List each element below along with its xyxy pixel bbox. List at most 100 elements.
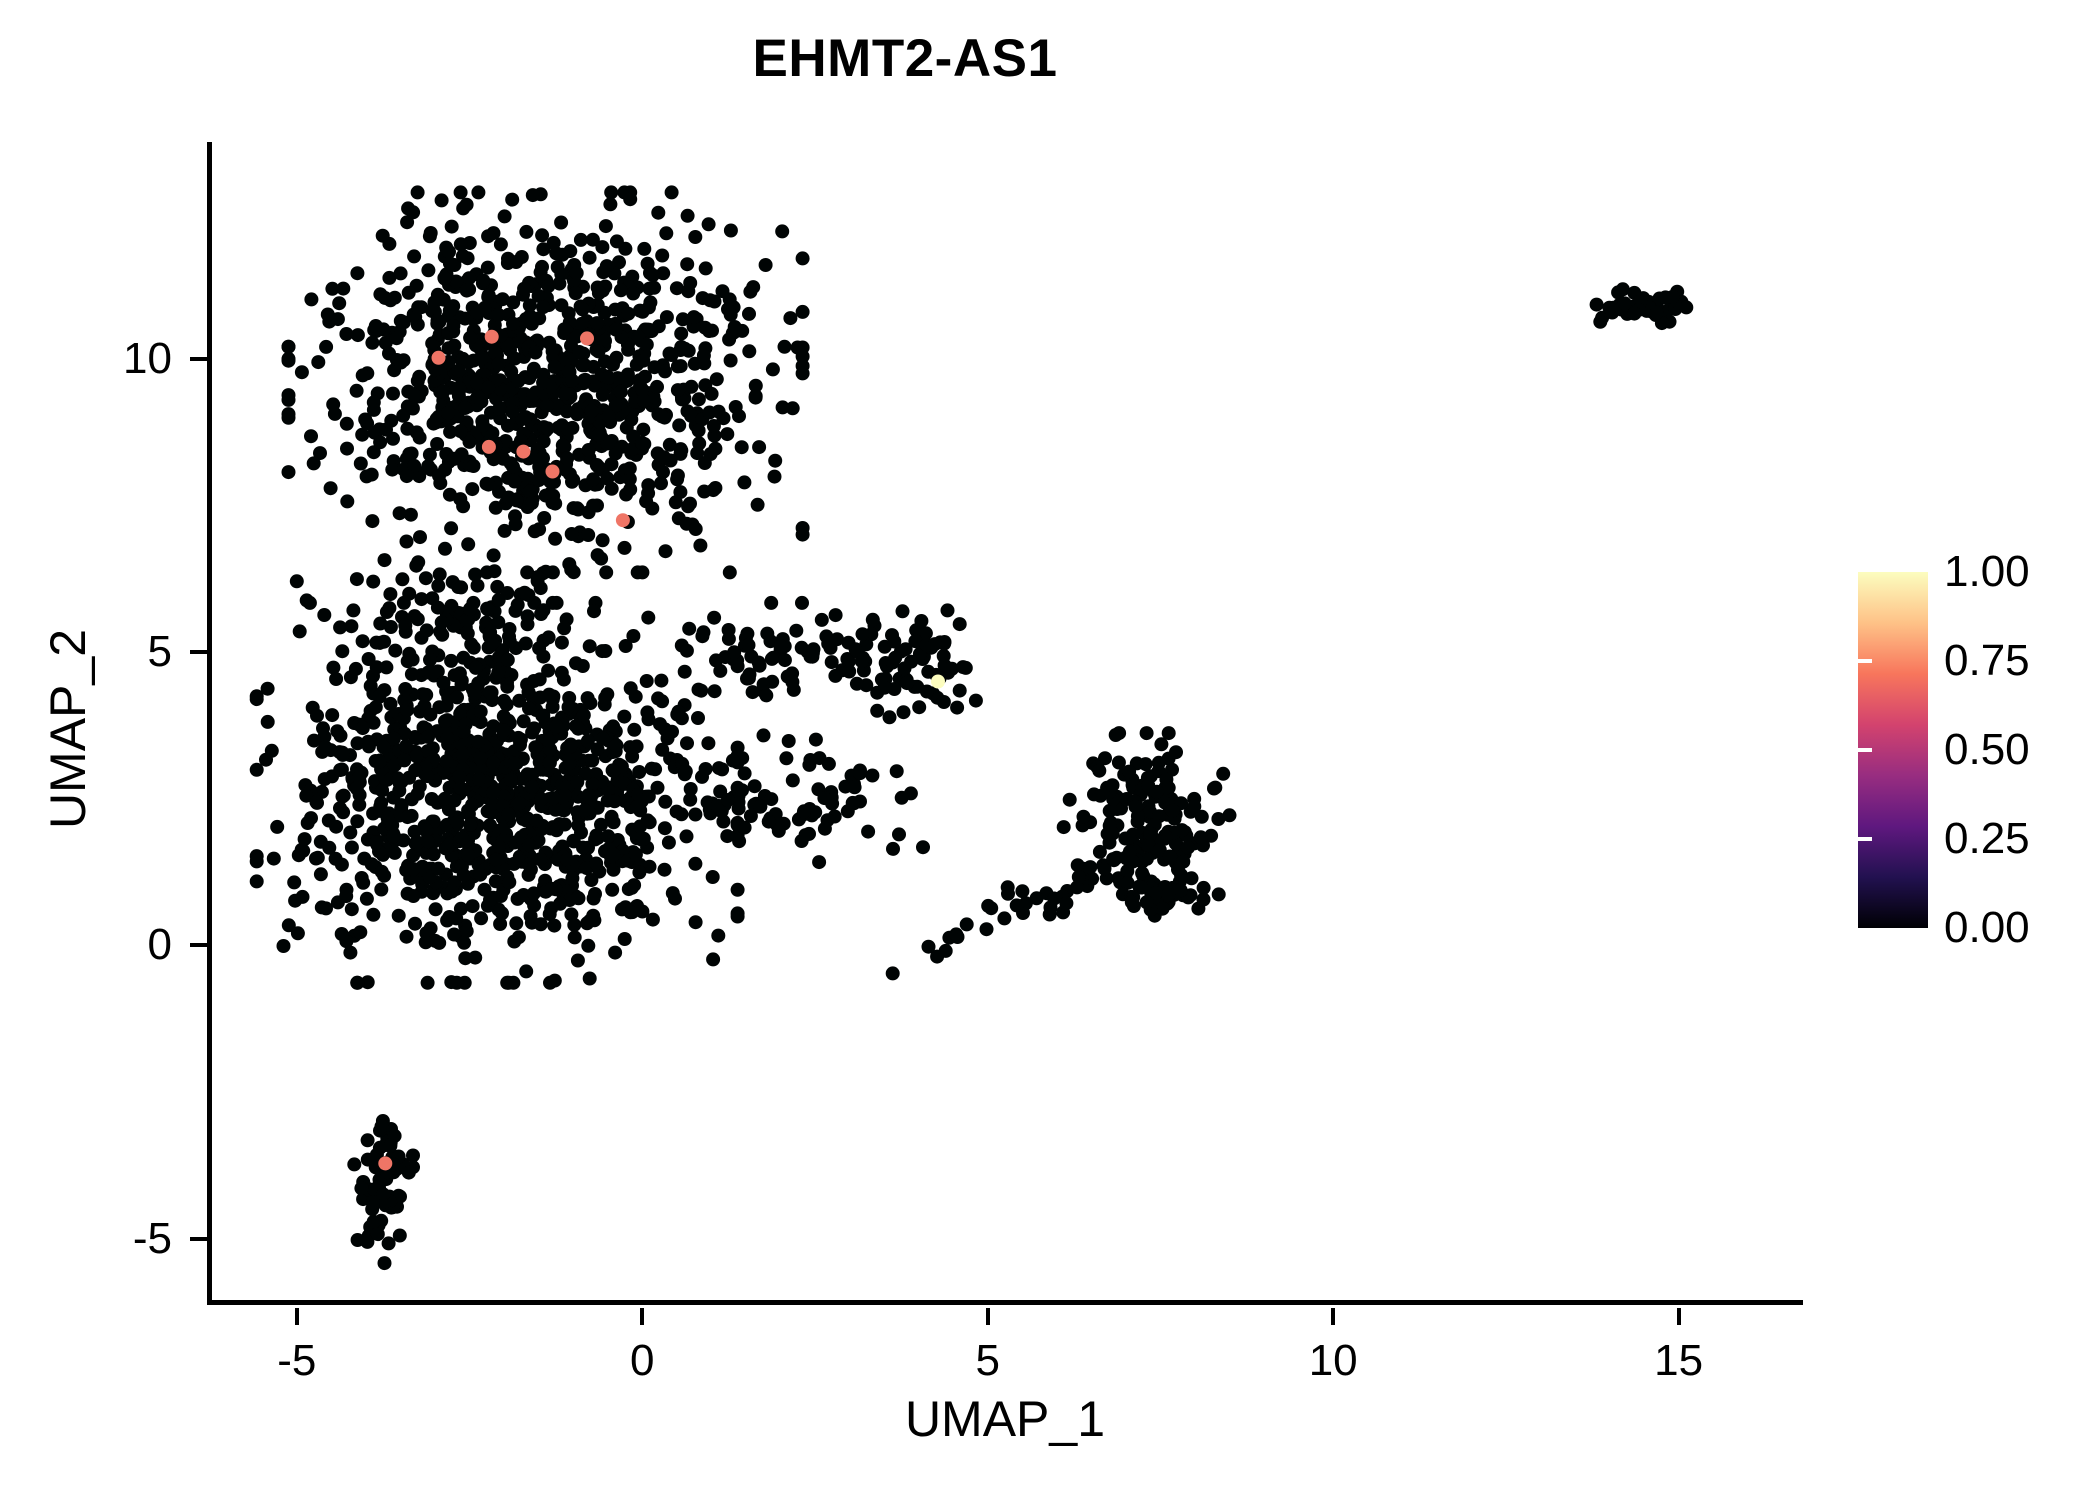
data-point: [601, 409, 616, 424]
data-point: [541, 630, 556, 645]
data-point: [670, 383, 685, 398]
data-point: [609, 738, 624, 753]
data-point: [595, 240, 610, 255]
data-point: [471, 734, 485, 749]
data-point: [575, 659, 590, 673]
data-point: [742, 306, 756, 321]
data-point: [410, 185, 425, 200]
data-point: [406, 889, 421, 903]
data-point: [327, 406, 342, 421]
data-point: [608, 446, 623, 461]
data-point: [1193, 830, 1208, 845]
data-point: [886, 841, 900, 856]
data-point: [481, 380, 496, 395]
data-point: [438, 714, 452, 729]
data-point: [490, 579, 505, 594]
data-point: [669, 804, 684, 819]
data-point: [598, 219, 613, 234]
data-point: [540, 421, 555, 436]
data-point: [723, 223, 738, 238]
data-point: [940, 603, 955, 618]
data-point: [437, 270, 452, 285]
data-point: [1071, 869, 1086, 884]
data-point: [663, 453, 678, 468]
data-point: [522, 484, 537, 499]
data-point: [1617, 296, 1632, 311]
data-point: [566, 565, 581, 580]
data-point: [673, 485, 688, 500]
data-point: [745, 685, 760, 700]
x-axis-line: [207, 1300, 1803, 1305]
data-point: [270, 819, 285, 834]
data-point: [399, 929, 414, 944]
data-point: [701, 736, 716, 751]
data-point: [612, 255, 626, 270]
data-point: [650, 379, 664, 394]
data-point: [525, 725, 540, 740]
data-point: [639, 494, 654, 509]
y-tick-label: -5: [132, 1213, 172, 1263]
data-point: [623, 740, 638, 755]
data-point: [368, 319, 383, 333]
data-point: [1152, 843, 1167, 857]
data-point: [360, 1133, 375, 1148]
data-point: [409, 749, 424, 764]
data-point: [505, 404, 520, 419]
data-point: [449, 274, 464, 289]
legend-tick-mark: [1858, 659, 1872, 663]
data-point: [661, 835, 676, 850]
data-point: [892, 827, 906, 842]
data-point: [561, 422, 576, 436]
data-point: [497, 209, 512, 224]
data-point: [767, 469, 782, 484]
data-point: [589, 856, 604, 871]
data-point: [570, 407, 585, 422]
data-point: [541, 733, 556, 748]
data-point: [281, 918, 296, 933]
data-point: [380, 810, 395, 825]
data-point: [1611, 285, 1626, 300]
data-point: [1148, 886, 1163, 900]
data-point: [340, 441, 354, 456]
data-point: [636, 393, 651, 408]
data-point: [385, 462, 400, 477]
data-point: [958, 660, 973, 675]
data-point: [442, 256, 457, 271]
data-point: [318, 740, 333, 755]
data-point: [509, 916, 524, 931]
data-point: [865, 768, 880, 783]
data-point: [344, 619, 359, 634]
data-point: [441, 406, 455, 421]
data-point: [627, 722, 642, 737]
data-point: [681, 284, 696, 299]
data-point: [716, 411, 731, 426]
data-point: [408, 916, 422, 931]
data-point: [281, 392, 296, 407]
data-point: [404, 667, 419, 682]
data-point: [607, 794, 622, 809]
data-point: [665, 886, 680, 901]
data-point: [605, 882, 620, 897]
data-point: [760, 626, 775, 641]
data-point: [795, 527, 810, 542]
data-point: [475, 351, 490, 365]
data-point: [1181, 840, 1195, 855]
data-point: [608, 945, 623, 960]
data-point: [730, 906, 745, 921]
data-point: [606, 719, 621, 734]
data-point: [591, 459, 606, 474]
x-tick-label: 5: [975, 1336, 1000, 1385]
data-point: [386, 731, 401, 746]
data-point: [297, 832, 312, 847]
data-point: [777, 653, 792, 668]
data-point: [691, 392, 706, 407]
data-point: [444, 975, 459, 990]
data-point: [366, 907, 381, 922]
data-point: [1122, 764, 1137, 779]
data-point: [727, 645, 742, 660]
data-point: [473, 867, 488, 882]
data-point: [383, 696, 398, 711]
data-point: [506, 295, 521, 310]
data-point: [583, 696, 598, 711]
data-point: [721, 793, 735, 807]
